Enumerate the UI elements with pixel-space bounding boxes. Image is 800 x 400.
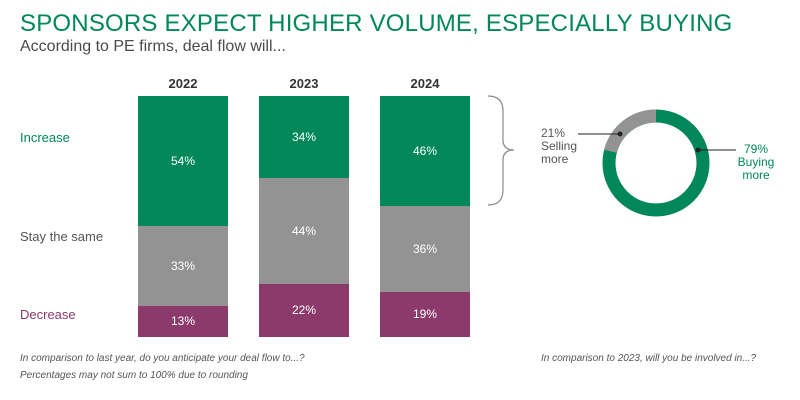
bar-value-label: 46% (412, 143, 438, 158)
donut-slice-selling (604, 109, 657, 154)
bar-segment-same-2024: 36% (380, 205, 470, 292)
selling-leader-dot (617, 131, 623, 137)
bar-value-label: 22% (291, 303, 317, 318)
bar-segment-same-2023: 44% (259, 177, 349, 284)
bar-segment-increase-2023: 34% (259, 96, 349, 178)
year-label-2024: 2024 (410, 76, 440, 91)
bar-value-label: 44% (291, 223, 317, 238)
page-title: SPONSORS EXPECT HIGHER VOLUME, ESPECIALL… (20, 10, 733, 37)
selling-pct: 21% (541, 126, 566, 140)
page-subtitle: According to PE firms, deal flow will... (20, 38, 286, 55)
buying-line2: more (742, 168, 770, 182)
row-label-increase: Increase (20, 130, 70, 145)
bar-value-label: 33% (170, 258, 196, 273)
bar-segment-decrease-2022: 13% (138, 305, 228, 337)
footnote-question: In comparison to last year, do you antic… (20, 353, 305, 364)
row-label-stay-same: Stay the same (20, 229, 104, 244)
bar-value-label: 54% (170, 154, 196, 169)
bar-value-label: 19% (412, 307, 438, 322)
selling-line1: Selling (541, 139, 578, 153)
bar-value-label: 36% (412, 241, 438, 256)
buying-pct: 79% (743, 142, 769, 156)
bar-segment-same-2022: 33% (138, 226, 228, 306)
footnote-rounding: Percentages may not sum to 100% due to r… (20, 370, 248, 381)
buying-leader-dot (695, 147, 701, 153)
year-label-2022: 2022 (168, 76, 198, 91)
bar-segment-increase-2022: 54% (138, 96, 228, 227)
bar-segment-increase-2024: 46% (380, 96, 470, 206)
bar-value-label: 13% (170, 314, 196, 329)
bar-value-label: 34% (291, 129, 317, 144)
buying-line1: Buying (737, 155, 775, 169)
bar-segment-decrease-2023: 22% (259, 283, 349, 337)
selling-line2: more (541, 152, 569, 166)
year-label-2023: 2023 (289, 76, 319, 91)
row-label-decrease: Decrease (20, 307, 76, 322)
footnote-donut-question: In comparison to 2023, will you be invol… (541, 353, 757, 364)
bar-segment-decrease-2024: 19% (380, 291, 470, 337)
